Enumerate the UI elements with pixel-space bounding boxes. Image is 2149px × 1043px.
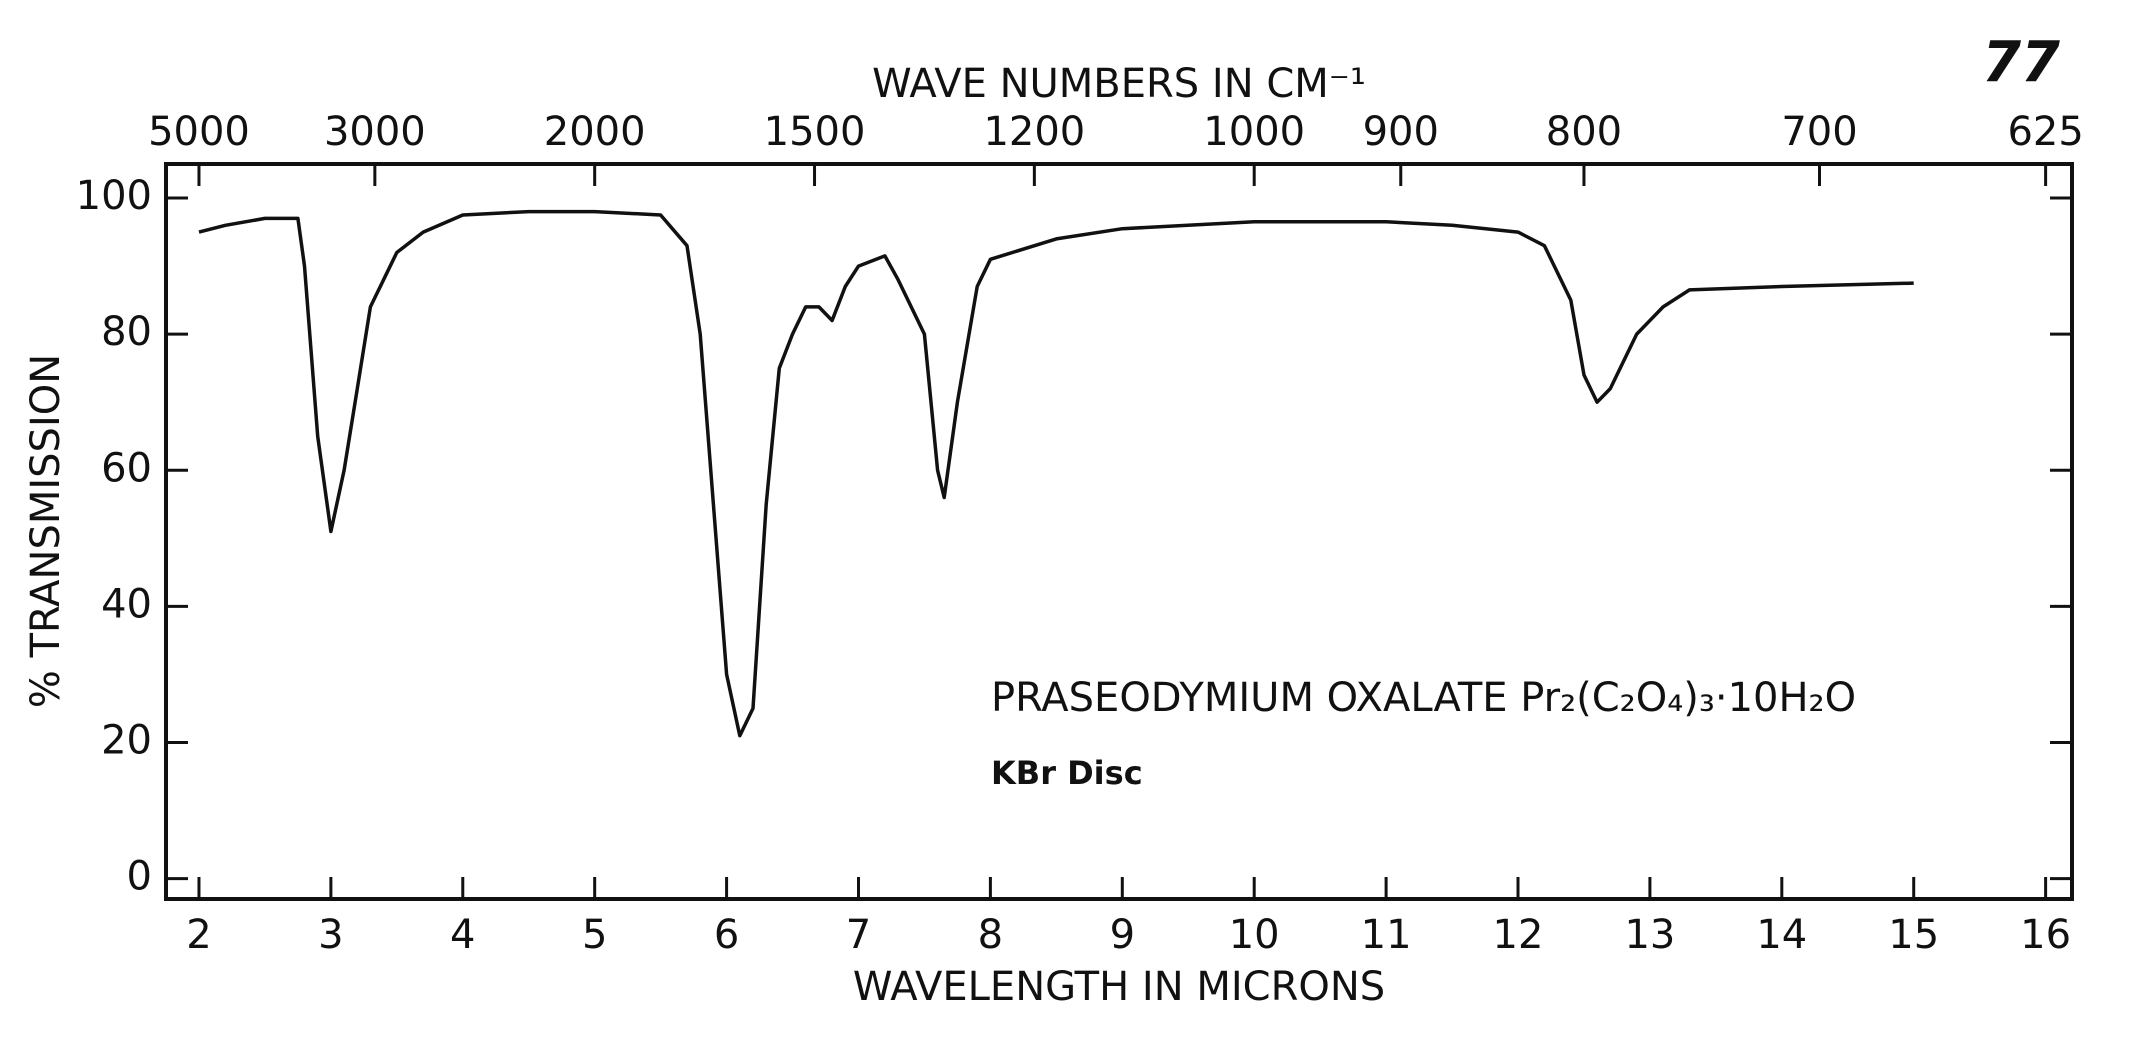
x-tick-label: 7 (846, 912, 871, 958)
x2-tick-label: 3000 (324, 109, 426, 155)
plot-frame (164, 162, 2074, 901)
x2-tick-label: 2000 (544, 109, 646, 155)
x-tick-label: 13 (1624, 912, 1675, 958)
x-tick-label: 14 (1756, 912, 1807, 958)
x-tick-label: 15 (1888, 912, 1939, 958)
sample-note: KBr Disc (991, 754, 1143, 792)
x2-tick-label: 1000 (1203, 109, 1305, 155)
y-tick-label: 20 (101, 717, 152, 763)
x-tick-label: 9 (1110, 912, 1135, 958)
x2-tick-label: 700 (1781, 109, 1857, 155)
x-tick-label: 16 (2020, 912, 2071, 958)
x2-tick-label: 625 (2007, 109, 2083, 155)
y-tick-label: 0 (127, 854, 152, 900)
x2-tick-label: 900 (1363, 109, 1439, 155)
x2-tick-label: 1500 (764, 109, 866, 155)
x-tick-label: 5 (582, 912, 607, 958)
x-tick-label: 2 (186, 912, 211, 958)
page-number: 77 (1982, 30, 2060, 95)
x2-axis-title: WAVE NUMBERS IN CM⁻¹ (872, 61, 1366, 107)
x2-tick-label: 5000 (148, 109, 250, 155)
x-tick-label: 3 (318, 912, 343, 958)
x-tick-label: 6 (714, 912, 739, 958)
compound-label: PRASEODYMIUM OXALATE Pr₂(C₂O₄)₃·10H₂O (991, 675, 1856, 721)
x2-tick-label: 1200 (983, 109, 1085, 155)
spectrum-line (198, 209, 1914, 738)
y-tick-label: 100 (76, 173, 152, 219)
y-tick-label: 40 (101, 581, 152, 627)
x-tick-label: 4 (450, 912, 475, 958)
x2-tick-label: 800 (1546, 109, 1622, 155)
x-tick-label: 10 (1229, 912, 1280, 958)
y-axis-title: % TRANSMISSION (23, 354, 69, 708)
x-tick-label: 11 (1361, 912, 1412, 958)
y-tick-label: 80 (101, 309, 152, 355)
x-axis-title: WAVELENGTH IN MICRONS (853, 964, 1385, 1010)
y-tick-label: 60 (101, 445, 152, 491)
x-tick-label: 8 (978, 912, 1003, 958)
x-tick-label: 12 (1493, 912, 1544, 958)
